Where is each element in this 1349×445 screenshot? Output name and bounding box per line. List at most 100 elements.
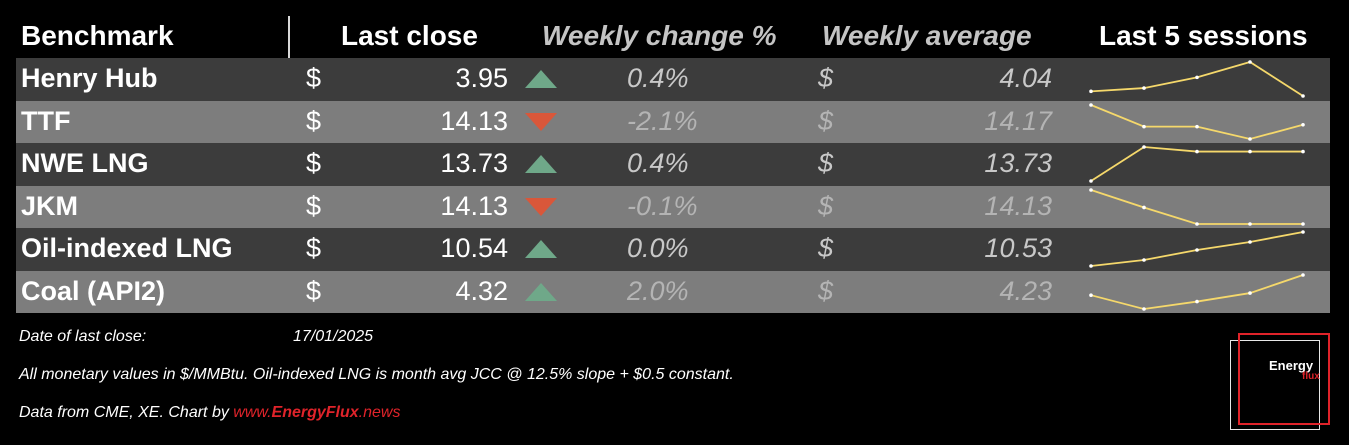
sparkline-point [1248,136,1252,141]
weekly-average-value: 4.04 [999,63,1052,93]
energyflux-logo [1230,340,1320,430]
link-tld: .news [358,404,401,421]
up-arrow-icon [525,240,557,258]
weekly-average-value: 14.13 [984,190,1052,221]
table-row: Henry Hub $3.95 0.4% $4.04 [16,58,1330,101]
sparkline-point [1195,248,1199,252]
benchmark-name: TTF [21,105,71,136]
last-close-value: 14.13 [440,190,508,221]
up-arrow-icon [525,70,557,88]
sparkline-point [1301,272,1305,277]
currency-symbol: $ [306,105,322,136]
sparkline-point [1142,86,1146,90]
header-last-close: Last close [341,20,478,51]
currency-symbol: $ [306,233,322,263]
sparkline-point [1195,75,1199,80]
energyflux-link[interactable]: www.EnergyFlux.news [233,404,400,421]
weekly-change-value: 2.0% [627,275,689,306]
units-note: All monetary values in $/MMBtu. Oil-inde… [19,366,734,383]
sparkline-point [1301,149,1305,154]
weekly-change-value: 0.0% [627,233,689,263]
last-close-value: 4.32 [455,275,508,306]
benchmark-name: JKM [21,190,79,221]
header-benchmark: Benchmark [21,20,174,51]
up-arrow-icon [525,155,557,173]
logo-text-flux: flux [1302,371,1320,382]
weekly-average-value: 13.73 [984,148,1052,178]
currency-symbol: $ [818,275,834,306]
benchmark-name: Henry Hub [21,63,158,93]
sparkline-point [1142,258,1146,262]
header-weekly-average: Weekly average [822,20,1032,51]
sparkline-point [1195,124,1199,128]
currency-symbol: $ [818,148,834,178]
weekly-average-value: 4.23 [999,275,1052,306]
weekly-change-value: -0.1% [627,190,698,221]
sparkline [1089,102,1305,141]
sparkline-point [1089,187,1093,192]
logo-red-frame [1238,333,1330,425]
sparkline-point [1142,205,1146,209]
currency-symbol: $ [306,63,322,93]
sparkline-point [1301,230,1305,234]
table-row: TTF $14.13 -2.1% $14.17 [16,100,1330,143]
header-last-5-sessions: Last 5 sessions [1099,20,1308,51]
sparkline-point [1301,122,1305,127]
currency-symbol: $ [818,63,834,93]
weekly-average-value: 14.17 [984,105,1052,136]
sparkline-point [1248,60,1252,64]
sparkline-point [1089,179,1093,183]
sparkline-point [1248,240,1252,244]
last-close-value: 13.73 [440,148,508,178]
weekly-change-value: -2.1% [627,105,698,136]
benchmark-name: NWE LNG [21,148,149,178]
sparkline-point [1248,290,1252,295]
sparkline-point [1089,89,1093,94]
sparkline-point [1248,221,1252,226]
sparkline-point [1089,264,1093,268]
table-row: Coal (API2) $4.32 2.0% $4.23 [16,270,1330,313]
last-close-value: 14.13 [440,105,508,136]
sparkline [1089,230,1305,268]
header-weekly-change: Weekly change % [542,20,777,51]
link-www: www. [233,404,272,421]
logo-text-energy: Energy [1269,358,1314,373]
sparkline-point [1142,145,1146,149]
source-note: Data from CME, XE. Chart by www.EnergyFl… [19,404,400,422]
table-row: NWE LNG $13.73 0.4% $13.73 [16,143,1330,186]
table-row: Oil-indexed LNG $10.54 0.0% $10.53 [16,228,1330,271]
sparkline [1089,145,1305,183]
last-close-value: 3.95 [455,63,508,93]
currency-symbol: $ [306,275,322,306]
currency-symbol: $ [818,190,834,221]
weekly-average-value: 10.53 [984,233,1052,263]
sparkline-line [1090,273,1304,310]
sparkline-point [1301,221,1305,226]
last-close-value: 10.54 [440,233,508,263]
sparkline-point [1248,149,1252,154]
currency-symbol: $ [306,190,322,221]
currency-symbol: $ [306,148,322,178]
benchmark-name: Coal (API2) [21,275,166,306]
source-prefix: Data from CME, XE. Chart by [19,404,234,421]
down-arrow-icon [525,112,557,131]
sparkline [1089,187,1305,226]
sparkline-line [1090,103,1304,140]
sparkline [1089,60,1305,98]
weekly-change-value: 0.4% [627,63,689,93]
table-header: Benchmark Last close Weekly change % Wee… [16,14,1330,58]
date-label: Date of last close: [19,328,147,345]
sparkline-point [1089,102,1093,107]
currency-symbol: $ [818,105,834,136]
benchmark-name: Oil-indexed LNG [21,233,233,263]
down-arrow-icon [525,197,557,216]
sparkline [1089,272,1305,311]
up-arrow-icon [525,282,557,301]
sparkline-point [1142,306,1146,311]
link-brand: EnergyFlux [271,404,359,421]
date-value: 17/01/2025 [293,328,374,345]
sparkline-point [1089,292,1093,297]
sparkline-line [1090,188,1303,225]
table-row: JKM $14.13 -0.1% $14.13 [16,185,1330,228]
sparkline-point [1195,221,1199,226]
